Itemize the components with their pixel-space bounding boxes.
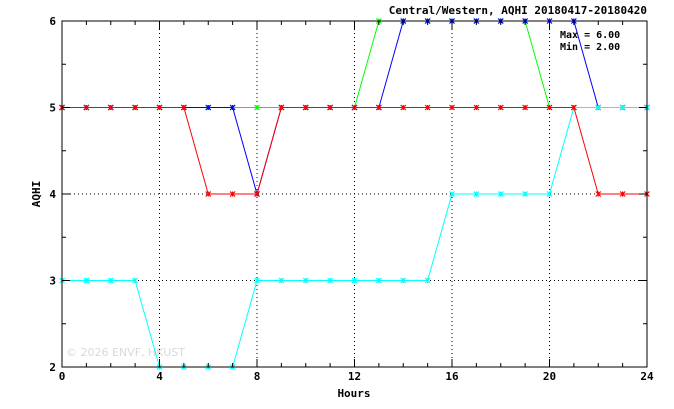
data-point — [254, 104, 260, 111]
y-tick-label: 4 — [49, 188, 56, 201]
data-point — [254, 277, 260, 284]
data-point — [327, 277, 334, 284]
data-point — [229, 191, 236, 197]
data-point — [497, 104, 504, 111]
data-point — [351, 104, 358, 111]
data-point — [107, 104, 114, 111]
data-point — [83, 104, 90, 111]
data-point — [595, 191, 602, 197]
x-tick-label: 16 — [445, 370, 459, 383]
x-tick-label: 8 — [254, 370, 261, 383]
data-point — [400, 277, 407, 284]
data-point — [449, 104, 455, 111]
data-point — [546, 191, 553, 197]
x-axis-label: Hours — [337, 387, 370, 400]
y-tick-label: 5 — [49, 102, 56, 115]
data-point — [278, 277, 285, 284]
ticks: 0 4 8 12 16 20 24 2 3 4 5 6 — [49, 15, 654, 383]
data-point — [180, 104, 187, 111]
x-tick-label: 12 — [348, 370, 361, 383]
data-point — [570, 104, 577, 111]
x-tick-label: 24 — [640, 370, 654, 383]
data-point — [400, 104, 407, 111]
data-point — [107, 277, 114, 284]
data-point — [595, 104, 602, 111]
x-tick-label: 4 — [156, 370, 163, 383]
stat-min: Min = 2.00 — [560, 41, 620, 53]
data-point — [327, 104, 334, 111]
grid — [62, 21, 647, 367]
data-point — [546, 104, 553, 111]
data-point — [205, 191, 212, 197]
series-4 — [59, 104, 650, 197]
x-tick-label: 20 — [543, 370, 556, 383]
data-point — [522, 191, 529, 197]
y-tick-label: 2 — [49, 361, 56, 374]
data-point — [278, 104, 285, 111]
x-tick-label: 0 — [59, 370, 66, 383]
data-point — [132, 277, 139, 284]
data-point — [424, 277, 431, 284]
y-axis-label: AQHI — [30, 181, 43, 208]
chart-title: Central/Western, AQHI 20180417-20180420 — [389, 4, 647, 17]
data-point — [351, 277, 358, 284]
data-point — [254, 191, 260, 197]
data-point — [497, 191, 504, 197]
plot-frame — [61, 20, 648, 368]
data-point — [619, 191, 626, 197]
stat-max: Max = 6.00 — [560, 30, 620, 41]
data-point — [449, 191, 455, 197]
data-point — [302, 104, 309, 111]
y-tick-label: 3 — [49, 275, 56, 288]
data-point — [132, 104, 139, 111]
data-point — [302, 277, 309, 284]
data-point — [619, 104, 626, 111]
data-point — [473, 104, 480, 111]
data-point — [375, 277, 382, 284]
data-point — [473, 191, 480, 197]
data-point — [229, 104, 236, 111]
watermark: © 2026 ENVF, HKUST — [66, 346, 185, 359]
data-point — [156, 104, 163, 111]
data-point — [424, 104, 431, 111]
y-tick-label: 6 — [49, 15, 56, 28]
data-point — [205, 104, 212, 111]
data-point — [83, 277, 90, 284]
data-point — [375, 104, 382, 111]
data-point — [522, 104, 529, 111]
